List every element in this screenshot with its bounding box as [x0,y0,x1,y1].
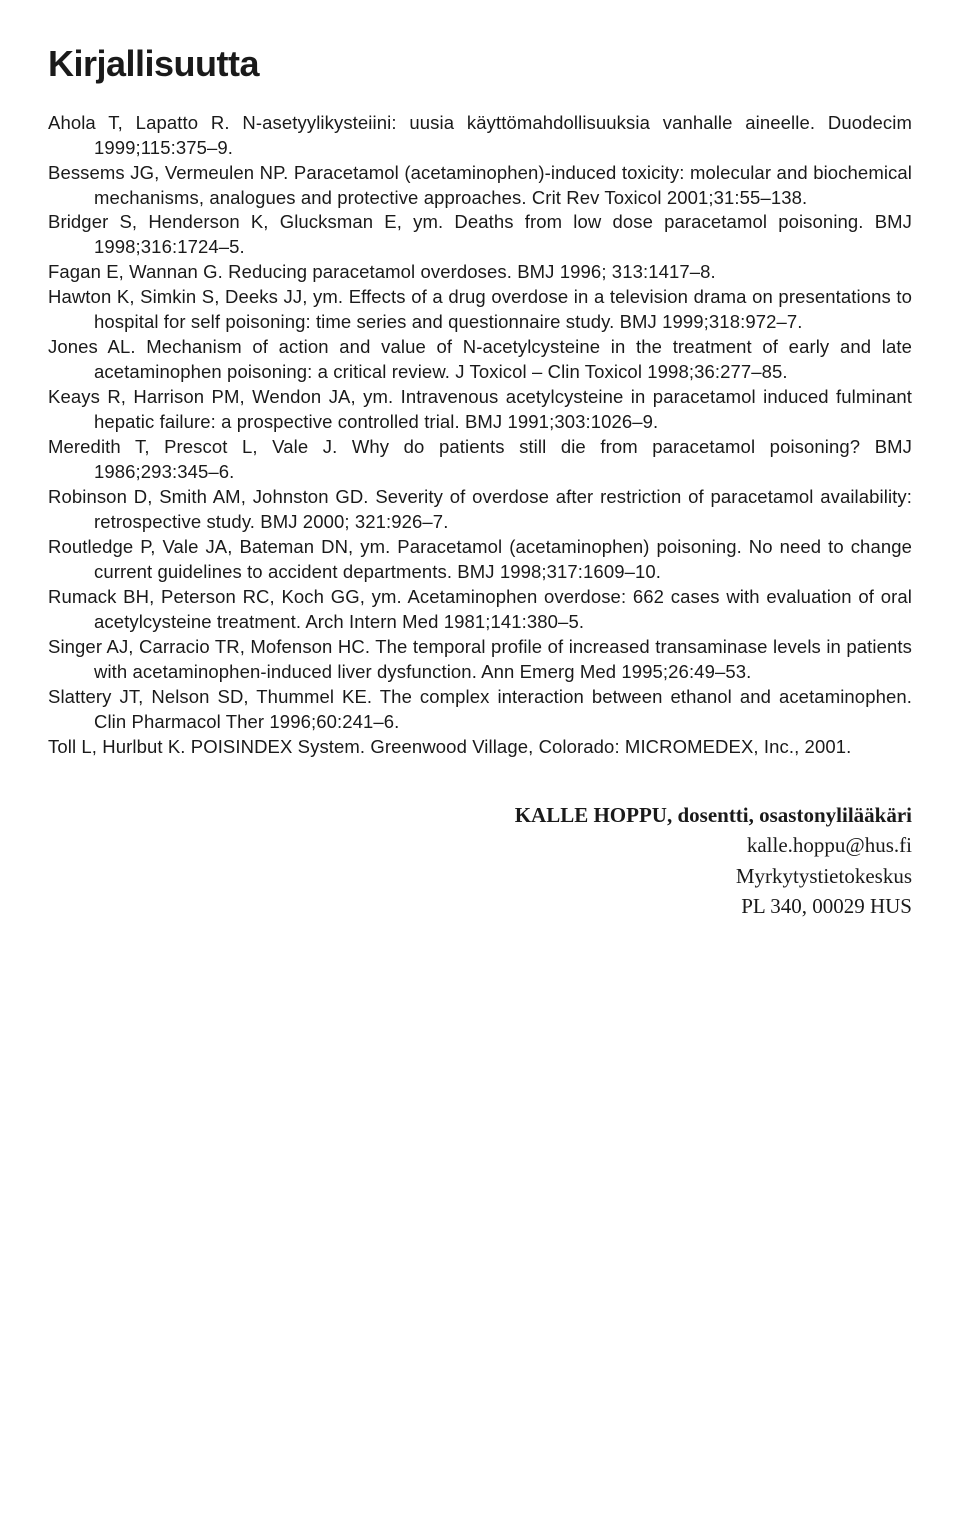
reference-item: Meredith T, Prescot L, Vale J. Why do pa… [48,435,912,485]
author-name-title: KALLE HOPPU, dosentti, osastonylilääkäri [48,800,912,830]
reference-item: Toll L, Hurlbut K. POISINDEX System. Gre… [48,735,912,760]
reference-item: Bridger S, Henderson K, Glucksman E, ym.… [48,210,912,260]
reference-item: Jones AL. Mechanism of action and value … [48,335,912,385]
references-list: Ahola T, Lapatto R. N-asetyylikysteiini:… [48,111,912,760]
reference-item: Hawton K, Simkin S, Deeks JJ, ym. Effect… [48,285,912,335]
reference-item: Slattery JT, Nelson SD, Thummel KE. The … [48,685,912,735]
reference-item: Bessems JG, Vermeulen NP. Paracetamol (a… [48,161,912,211]
reference-item: Keays R, Harrison PM, Wendon JA, ym. Int… [48,385,912,435]
reference-item: Rumack BH, Peterson RC, Koch GG, ym. Ace… [48,585,912,635]
author-footer: KALLE HOPPU, dosentti, osastonylilääkäri… [48,800,912,922]
reference-item: Ahola T, Lapatto R. N-asetyylikysteiini:… [48,111,912,161]
reference-item: Routledge P, Vale JA, Bateman DN, ym. Pa… [48,535,912,585]
reference-item: Singer AJ, Carracio TR, Mofenson HC. The… [48,635,912,685]
author-email: kalle.hoppu@hus.fi [48,830,912,860]
author-org: Myrkytystietokeskus [48,861,912,891]
section-title: Kirjallisuutta [48,40,912,89]
author-address: PL 340, 00029 HUS [48,891,912,921]
reference-item: Robinson D, Smith AM, Johnston GD. Sever… [48,485,912,535]
reference-item: Fagan E, Wannan G. Reducing paracetamol … [48,260,912,285]
